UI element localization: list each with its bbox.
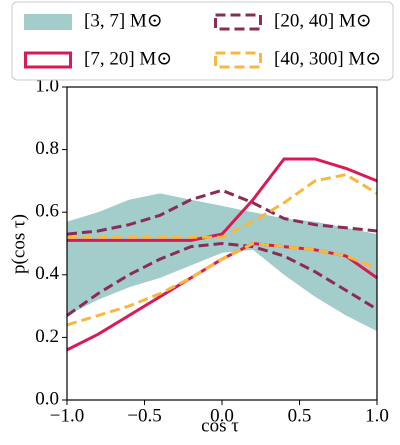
legend-label: [40, 300] M⊙	[274, 48, 381, 69]
x-tick-label: 1.0	[365, 405, 389, 426]
line	[67, 157, 378, 242]
legend-swatch	[214, 51, 262, 69]
band	[67, 193, 377, 332]
line	[66, 241, 378, 317]
legend-swatch	[24, 14, 72, 30]
line	[66, 241, 378, 327]
legend-label: [7, 20] M⊙	[84, 48, 172, 69]
y-tick-label: 0.2	[35, 326, 59, 347]
y-tick-label: 0.0	[35, 388, 59, 409]
y-axis-label: p(cos τ)	[8, 214, 29, 274]
y-tick-label: 0.8	[35, 138, 59, 159]
x-tick-label: 0.5	[288, 405, 312, 426]
y-tick-label: 0.4	[35, 263, 59, 284]
legend-swatch	[24, 51, 72, 69]
y-tick-label: 0.6	[35, 201, 59, 222]
x-tick-label: −1.0	[50, 405, 84, 426]
x-tick-label: 0.0	[210, 405, 234, 426]
legend-label: [20, 40] M⊙	[274, 10, 372, 31]
x-tick-label: −0.5	[127, 405, 161, 426]
x-axis-label: cos τ	[201, 415, 239, 436]
legend-box	[11, 1, 394, 81]
y-tick-label: 1.0	[35, 75, 59, 96]
legend-swatch	[214, 13, 262, 31]
line	[66, 188, 378, 236]
line	[67, 173, 378, 239]
legend-label: [3, 7] M⊙	[84, 10, 163, 31]
